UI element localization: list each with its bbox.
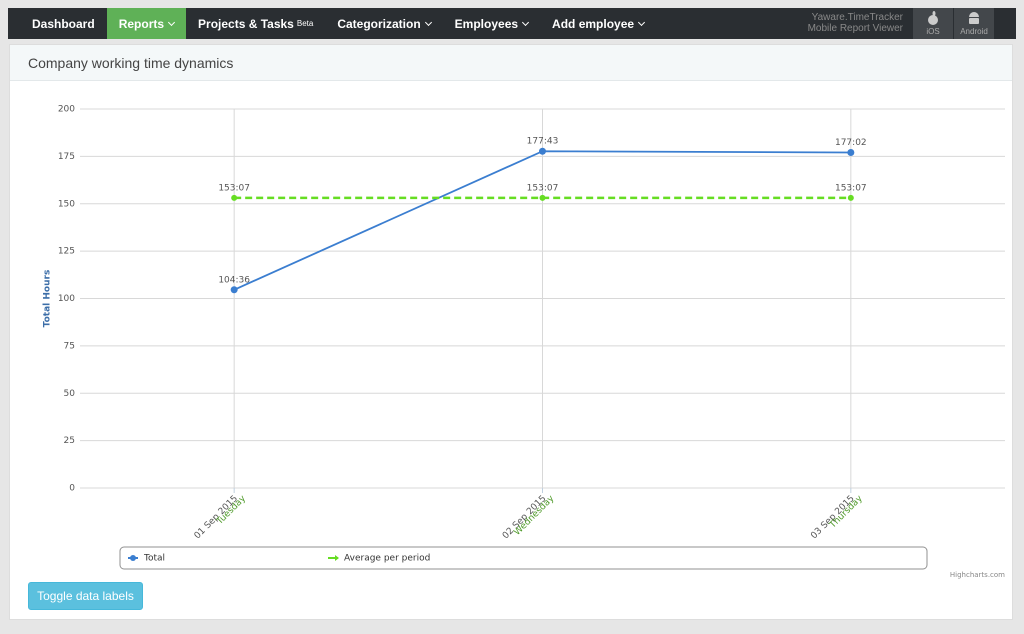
data-label: 177:02	[835, 138, 867, 148]
android-icon	[969, 12, 979, 24]
nav-item[interactable]: Categorization	[325, 8, 442, 39]
point	[539, 147, 546, 155]
apple-icon	[928, 11, 938, 25]
app-name-line: Mobile Report Viewer	[807, 23, 903, 34]
y-tick-label: 125	[58, 247, 75, 257]
nav-badge: Beta	[296, 19, 314, 28]
app-name-line: Yaware.TimeTracker	[811, 12, 903, 23]
nav-label: Reports	[118, 16, 165, 31]
y-tick-label: 0	[69, 484, 75, 494]
data-label: 104:36	[218, 275, 250, 285]
nav-label: Employees	[454, 16, 519, 31]
data-label: 177:43	[527, 137, 559, 147]
data-label: 153:07	[835, 183, 867, 193]
nav-item[interactable]: Projects & Tasks Beta	[186, 8, 325, 39]
legend-label: Average per period	[344, 554, 430, 564]
nav-item[interactable]: Dashboard	[20, 8, 107, 39]
y-tick-label: 200	[58, 105, 75, 115]
ios-button[interactable]: iOS	[913, 8, 953, 39]
nav-label: Add employee	[552, 16, 635, 31]
android-label: Android	[960, 27, 988, 36]
point	[230, 286, 238, 294]
panel: Company working time dynamics	[9, 44, 1013, 620]
y-tick-label: 150	[58, 199, 75, 209]
point	[231, 194, 238, 201]
nav-label: Dashboard	[32, 16, 95, 31]
y-axis-title: Total Hours	[43, 270, 53, 328]
data-label: 153:07	[218, 183, 250, 193]
y-tick-label: 100	[58, 294, 75, 304]
nav-label: Projects & Tasks	[198, 16, 294, 31]
android-button[interactable]: Android	[954, 8, 994, 39]
legend-item[interactable]: Total	[128, 554, 165, 564]
legend-marker	[130, 555, 136, 561]
point	[847, 194, 854, 201]
ios-label: iOS	[926, 27, 940, 36]
point	[539, 194, 546, 201]
y-tick-label: 50	[64, 389, 76, 399]
credits: Highcharts.com	[950, 571, 1005, 579]
legend-item[interactable]: Average per period	[328, 554, 430, 564]
y-tick-label: 175	[58, 152, 75, 162]
y-tick-label: 75	[64, 341, 75, 351]
legend-arrow	[335, 555, 339, 561]
nav-item[interactable]: Reports	[106, 8, 187, 39]
toggle-labels-button[interactable]: Toggle data labels	[28, 582, 143, 610]
app-name: Yaware.TimeTracker Mobile Report Viewer	[808, 12, 903, 34]
nav-label: Categorization	[337, 16, 421, 31]
y-tick-label: 25	[64, 436, 75, 446]
legend-box	[119, 546, 928, 570]
nav-item[interactable]: Employees	[443, 8, 540, 39]
point	[847, 149, 855, 157]
panel-title: Company working time dynamics	[10, 45, 1012, 81]
navbar: Dashboard Reports Projects & Tasks Beta Cate…	[8, 8, 1016, 39]
nav-item[interactable]: Add employee	[540, 8, 656, 39]
data-label: 153:07	[527, 183, 559, 193]
legend-label: Total	[143, 554, 165, 564]
